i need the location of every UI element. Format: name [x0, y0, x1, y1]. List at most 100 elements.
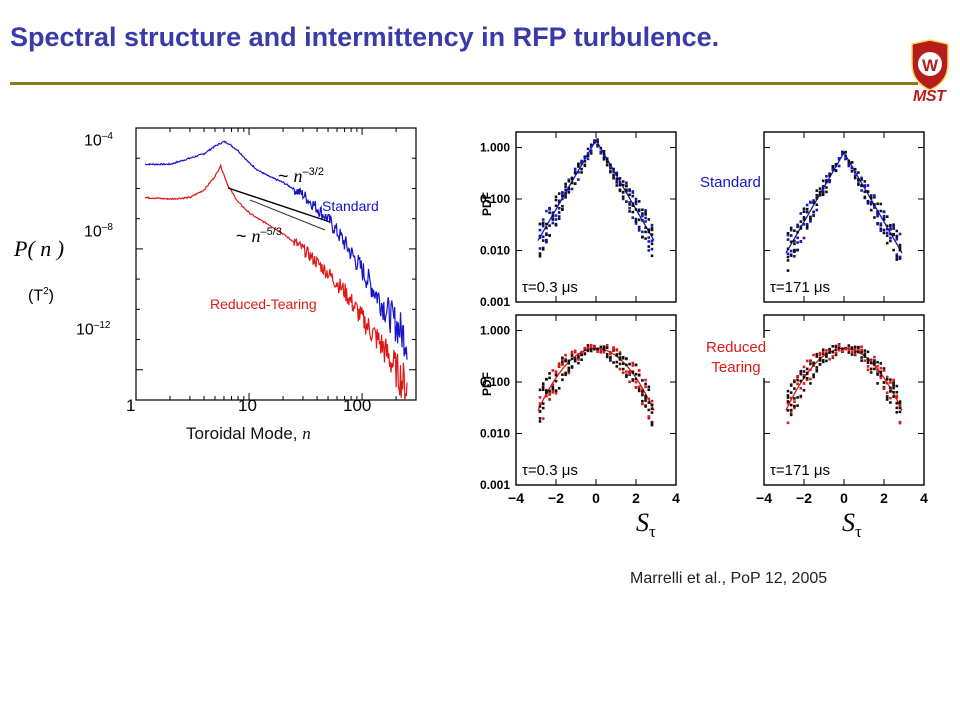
pdf-data-point: [825, 355, 828, 359]
pdf-data-point: [557, 211, 561, 214]
pdf-data-point: [628, 362, 631, 366]
pdf-data-point: [895, 238, 899, 241]
pdf-data-point: [789, 249, 793, 253]
pdf-data-point: [567, 187, 571, 190]
pdf-data-point: [860, 184, 863, 187]
pdf-data-point: [634, 372, 638, 376]
pdf-data-point: [538, 228, 542, 232]
pdf-data-point: [809, 215, 812, 219]
pdf-data-point: [577, 165, 580, 168]
pdf-data-point: [876, 364, 879, 368]
pdf-data-point: [825, 359, 828, 363]
pdf-data-point: [618, 183, 622, 187]
pdf-ytick-label: 0.001: [480, 295, 510, 309]
pdf-data-point: [625, 200, 628, 203]
pdf-data-point: [786, 409, 790, 412]
pdf-data-point: [898, 246, 902, 249]
pdf-data-point: [548, 389, 551, 393]
pdf-data-point: [650, 411, 654, 414]
pdf-data-point: [860, 350, 863, 354]
pdf-ytick-label: 0.010: [480, 427, 510, 441]
pdf-data-point: [825, 180, 828, 184]
pdf-data-point: [895, 411, 899, 414]
pdf-data-point: [551, 221, 555, 225]
pdf-data-point: [825, 190, 828, 194]
pdf-data-point: [621, 367, 625, 371]
pdf-data-point: [551, 388, 555, 391]
pdf-data-point: [589, 345, 593, 349]
pdf-data-point: [589, 145, 593, 148]
pdf-data-point: [857, 171, 860, 174]
pdf-data-point: [815, 194, 819, 197]
pdf-data-point: [809, 362, 812, 366]
pdf-data-point: [834, 164, 838, 168]
pdf-data-point: [577, 162, 580, 166]
pdf-data-point: [621, 183, 625, 187]
pdf-data-point: [637, 389, 641, 393]
pdf-data-point: [545, 222, 548, 226]
pdf-panel-1-0: 1.000 0.100 0.010 0.001−4 −2 0 2 4 τ=0.3 μs: [480, 314, 680, 506]
pdf-data-point: [885, 234, 889, 237]
pdf-data-point: [634, 217, 638, 221]
pdf-data-point: [567, 359, 571, 363]
citation: Marrelli et al., PoP 12, 2005: [630, 570, 828, 587]
pdf-data-point: [644, 226, 647, 229]
pdf-data-point: [879, 376, 883, 380]
pdf-data-point: [889, 381, 892, 384]
pdf-data-point: [593, 139, 596, 142]
pdf-data-point: [805, 207, 809, 211]
pdf-data-point: [561, 208, 564, 211]
pdf-data-point: [548, 224, 551, 227]
pdf-data-point: [892, 381, 895, 385]
pdf-ytick-label: 0.100: [480, 375, 510, 389]
pdf-data-point: [876, 222, 879, 226]
pdf-data-point: [857, 179, 860, 182]
pdf-data-point: [885, 398, 889, 401]
pdf-data-point: [599, 349, 603, 352]
pdf-data-point: [557, 387, 561, 390]
pdf-data-point: [815, 366, 819, 369]
pdf-data-point: [850, 351, 854, 354]
pdf-data-point: [879, 209, 883, 213]
pdf-data-point: [825, 349, 828, 352]
pdf-data-point: [631, 378, 635, 381]
pdf-data-point: [634, 220, 638, 223]
pdf-data-point: [815, 369, 819, 372]
pdf-data-point: [799, 240, 803, 243]
pdf-data-point: [796, 382, 799, 386]
pdf-data-point: [631, 204, 635, 207]
pdf-data-point: [802, 236, 806, 240]
pdf-data-point: [831, 165, 835, 169]
pdf-data-point: [844, 157, 847, 160]
pdf-data-point: [634, 377, 638, 381]
pdf-data-point: [641, 230, 644, 234]
pdf-data-point: [885, 395, 889, 398]
pdf-data-point: [593, 141, 596, 145]
pdf-data-point: [637, 374, 641, 377]
pdf-data-point: [786, 238, 790, 241]
pdf-data-point: [615, 360, 619, 364]
pdf-data-point: [892, 385, 895, 388]
pdf-data-point: [599, 146, 603, 150]
pdf-data-point: [570, 357, 574, 361]
pdf-data-point: [634, 208, 638, 211]
pdf-data-point: [612, 348, 615, 351]
pdf-data-point: [882, 231, 886, 235]
pdf-data-point: [564, 357, 567, 361]
pdf-data-point: [631, 194, 635, 198]
pdf-data-point: [853, 167, 857, 171]
pdf-data-point: [853, 176, 857, 179]
pdf-data-point: [898, 255, 902, 259]
pdf-xlabel-left: Sτ: [636, 508, 656, 542]
pdf-data-point: [812, 353, 815, 357]
pdf-data-point: [641, 212, 644, 215]
pdf-fit-curve: [537, 138, 655, 241]
pdf-data-point: [618, 362, 622, 366]
pdf-panel-frame: [763, 131, 925, 303]
pdf-data-point: [586, 349, 590, 353]
pdf-data-point: [647, 230, 651, 234]
pdf-data-point: [847, 351, 851, 354]
pdf-data-point: [541, 239, 545, 242]
pdf-data-point: [882, 228, 886, 232]
pdf-data-point: [628, 380, 631, 384]
